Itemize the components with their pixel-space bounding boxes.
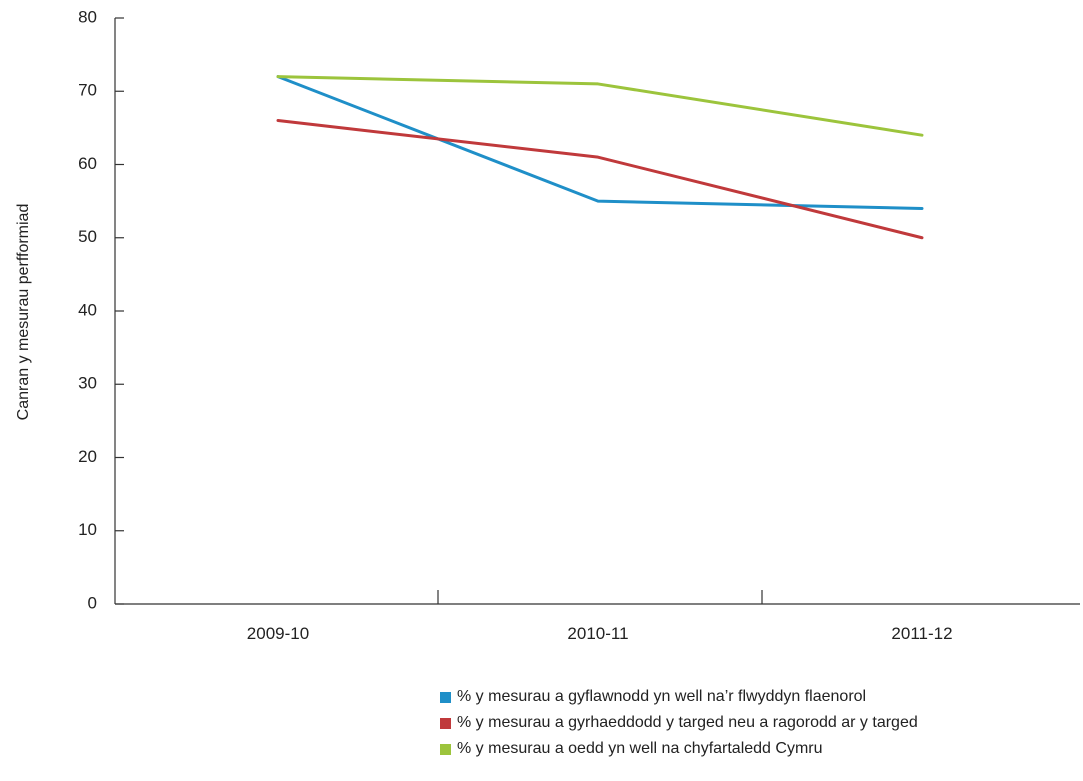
y-tick-label: 30 (78, 374, 97, 393)
y-tick-label: 50 (78, 227, 97, 246)
legend-label: % y mesurau a oedd yn well na chyfartale… (457, 740, 823, 757)
x-tick-label: 2010-11 (567, 624, 628, 643)
series-line-3 (276, 75, 924, 137)
y-tick-label: 0 (88, 593, 97, 612)
series-line-1 (276, 75, 924, 210)
legend-item: % y mesurau a gyrhaeddodd y targed neu a… (440, 710, 1080, 736)
legend-swatch (440, 717, 451, 729)
legend-item: % y mesurau a oedd yn well na chyfartale… (440, 736, 1080, 762)
y-tick-label: 70 (78, 81, 97, 100)
x-tick-label: 2011-12 (891, 624, 952, 643)
y-tick-label: 20 (78, 447, 97, 466)
y-tick-label: 10 (78, 520, 97, 539)
y-axis-title: Canran y mesurau perfformiad (15, 204, 32, 421)
x-ticks: 2009-10 2010-11 2011-12 (247, 624, 953, 643)
y-tick-label: 40 (78, 300, 97, 319)
y-tick-label: 80 (78, 7, 97, 26)
legend-swatch (440, 691, 451, 703)
legend-swatch (440, 743, 451, 755)
y-ticks: 0 10 20 30 40 50 60 70 80 (78, 7, 124, 612)
legend-item: % y mesurau a gyflawnodd yn well na’r fl… (440, 684, 1080, 710)
axes: Canran y mesurau perfformiad (15, 18, 1080, 605)
x-tick-label: 2009-10 (247, 624, 309, 643)
series-line-2 (276, 119, 924, 240)
y-tick-label: 60 (78, 154, 97, 173)
legend: % y mesurau a gyflawnodd yn well na’r fl… (440, 684, 1080, 762)
legend-label: % y mesurau a gyflawnodd yn well na’r fl… (457, 688, 867, 705)
series-lines (276, 75, 924, 240)
legend-label: % y mesurau a gyrhaeddodd y targed neu a… (457, 714, 918, 731)
